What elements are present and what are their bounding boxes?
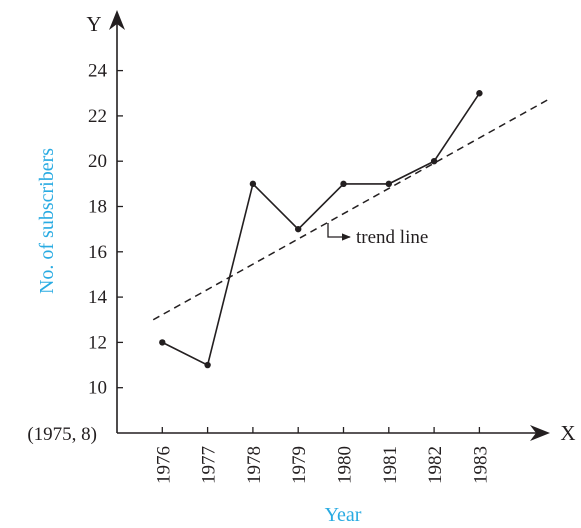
x-tick-label: 1982 [425,446,446,484]
data-point [249,180,257,188]
y-tick-label: 18 [88,197,107,218]
data-point [385,180,392,188]
data-point [295,225,302,233]
trend-line-group: trend line [152,99,548,321]
y-tick-label: 24 [88,61,108,82]
series-line [161,92,481,367]
x-tick-label: 1976 [153,446,174,484]
origin-label: (1975, 8) [27,424,97,445]
y-axis-title: No. of subscribers [36,148,58,294]
series-group [159,90,483,369]
y-tick-label: 12 [88,332,107,353]
x-ticks: 1976 1977 1978 1979 1980 1981 1982 1983 [153,427,491,484]
x-tick-label: 1978 [244,446,265,484]
y-tick-label: 16 [88,242,107,263]
x-tick-label: 1980 [335,446,356,484]
x-axis-arrowhead [530,425,550,441]
data-point [476,90,483,97]
data-point [159,339,166,346]
y-tick-label: 14 [88,287,108,308]
axes [109,10,550,441]
y-axis-letter: Y [86,12,101,36]
x-axis-title: Year [325,504,362,526]
x-tick-label: 1979 [289,446,310,484]
x-axis-letter: X [560,421,575,445]
data-point [204,361,211,369]
data-point [340,180,347,188]
trend-line-pointer [327,223,351,241]
y-tick-label: 20 [88,151,107,172]
series-points [159,90,483,369]
x-tick-label: 1983 [470,446,491,484]
y-tick-label: 10 [88,378,107,399]
y-axis-arrowhead [109,10,125,30]
trend-line [152,99,548,321]
x-tick-label: 1977 [199,446,220,484]
trend-line-label: trend line [356,227,428,248]
y-ticks: 10 12 14 16 18 20 22 24 [88,61,123,399]
x-tick-label: 1981 [380,446,401,484]
y-tick-label: 22 [88,106,107,127]
data-point [430,158,438,165]
